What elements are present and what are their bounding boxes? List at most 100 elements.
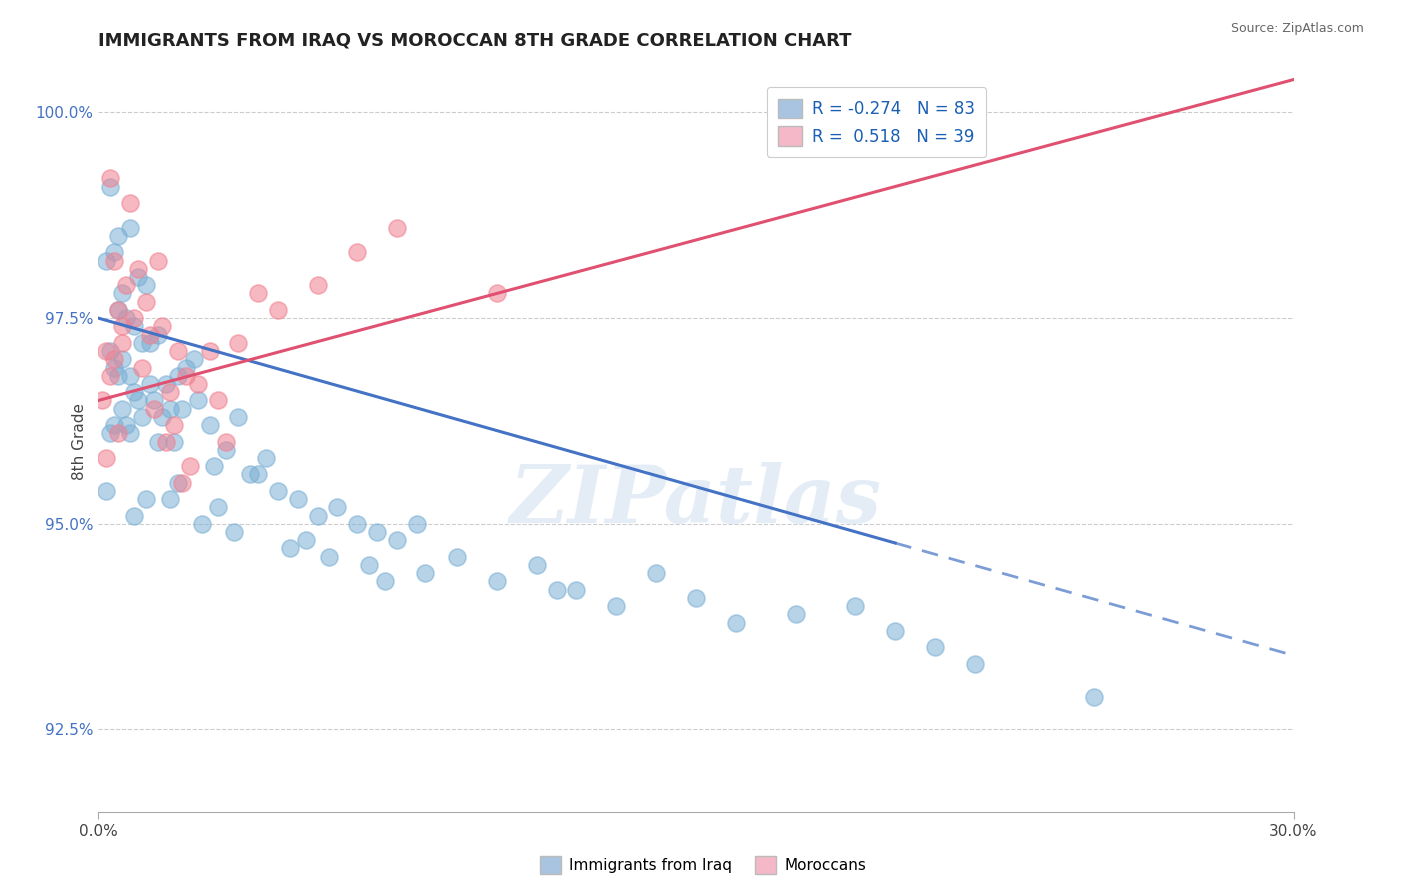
Point: [526, 558, 548, 572]
Point: [546, 582, 568, 597]
Point: [202, 459, 225, 474]
Point: [226, 409, 249, 424]
Point: [485, 574, 508, 589]
Point: [179, 459, 201, 474]
Point: [172, 401, 194, 416]
Point: [124, 319, 146, 334]
Point: [96, 253, 118, 268]
Point: [884, 624, 907, 638]
Point: [143, 401, 166, 416]
Point: [150, 409, 173, 424]
Point: [163, 434, 186, 449]
Point: [346, 245, 368, 260]
Point: [685, 591, 707, 605]
Point: [294, 533, 316, 548]
Point: [605, 599, 627, 613]
Point: [254, 450, 277, 465]
Text: ZIPatlas: ZIPatlas: [510, 462, 882, 540]
Point: [139, 376, 162, 391]
Point: [103, 352, 125, 367]
Point: [924, 640, 946, 655]
Point: [198, 344, 221, 359]
Point: [307, 508, 329, 523]
Point: [645, 566, 668, 581]
Point: [135, 294, 157, 309]
Point: [143, 393, 166, 408]
Point: [148, 434, 170, 449]
Point: [163, 418, 186, 433]
Point: [127, 261, 149, 276]
Point: [267, 302, 290, 317]
Point: [359, 558, 381, 572]
Point: [120, 220, 142, 235]
Point: [131, 360, 153, 375]
Point: [183, 352, 205, 367]
Point: [155, 434, 177, 449]
Point: [115, 418, 138, 433]
Point: [222, 524, 245, 539]
Point: [96, 483, 118, 498]
Point: [148, 327, 170, 342]
Point: [198, 418, 221, 433]
Point: [96, 344, 118, 359]
Point: [131, 335, 153, 350]
Point: [174, 368, 197, 383]
Point: [174, 360, 197, 375]
Point: [120, 196, 142, 211]
Point: [111, 319, 134, 334]
Point: [98, 171, 122, 186]
Point: [107, 302, 129, 317]
Point: [187, 376, 209, 391]
Point: [167, 475, 190, 490]
Point: [215, 442, 238, 457]
Point: [446, 549, 468, 564]
Point: [120, 426, 142, 441]
Point: [127, 270, 149, 285]
Point: [124, 508, 146, 523]
Point: [98, 344, 122, 359]
Point: [724, 615, 747, 630]
Point: [135, 278, 157, 293]
Point: [385, 533, 409, 548]
Point: [406, 516, 429, 531]
Point: [155, 376, 177, 391]
Point: [963, 657, 986, 671]
Text: Source: ZipAtlas.com: Source: ZipAtlas.com: [1230, 22, 1364, 36]
Point: [115, 311, 138, 326]
Point: [150, 319, 173, 334]
Text: IMMIGRANTS FROM IRAQ VS MOROCCAN 8TH GRADE CORRELATION CHART: IMMIGRANTS FROM IRAQ VS MOROCCAN 8TH GRA…: [98, 31, 852, 49]
Point: [131, 409, 153, 424]
Legend: R = -0.274   N = 83, R =  0.518   N = 39: R = -0.274 N = 83, R = 0.518 N = 39: [766, 87, 987, 157]
Point: [844, 599, 866, 613]
Point: [1083, 690, 1105, 704]
Point: [111, 352, 134, 367]
Point: [103, 253, 125, 268]
Point: [159, 401, 181, 416]
Point: [98, 368, 122, 383]
Point: [148, 253, 170, 268]
Point: [124, 385, 146, 400]
Point: [111, 401, 134, 416]
Point: [139, 327, 162, 342]
Point: [785, 607, 807, 622]
Point: [385, 220, 409, 235]
Point: [127, 393, 149, 408]
Point: [267, 483, 290, 498]
Point: [187, 393, 209, 408]
Point: [366, 524, 388, 539]
Point: [191, 516, 214, 531]
Point: [226, 335, 249, 350]
Point: [167, 368, 190, 383]
Point: [135, 492, 157, 507]
Point: [115, 278, 138, 293]
Point: [91, 393, 114, 408]
Point: [246, 286, 269, 301]
Point: [413, 566, 436, 581]
Point: [159, 492, 181, 507]
Point: [120, 368, 142, 383]
Y-axis label: 8th Grade: 8th Grade: [72, 403, 87, 480]
Point: [103, 418, 125, 433]
Point: [103, 360, 125, 375]
Point: [207, 500, 229, 515]
Point: [107, 368, 129, 383]
